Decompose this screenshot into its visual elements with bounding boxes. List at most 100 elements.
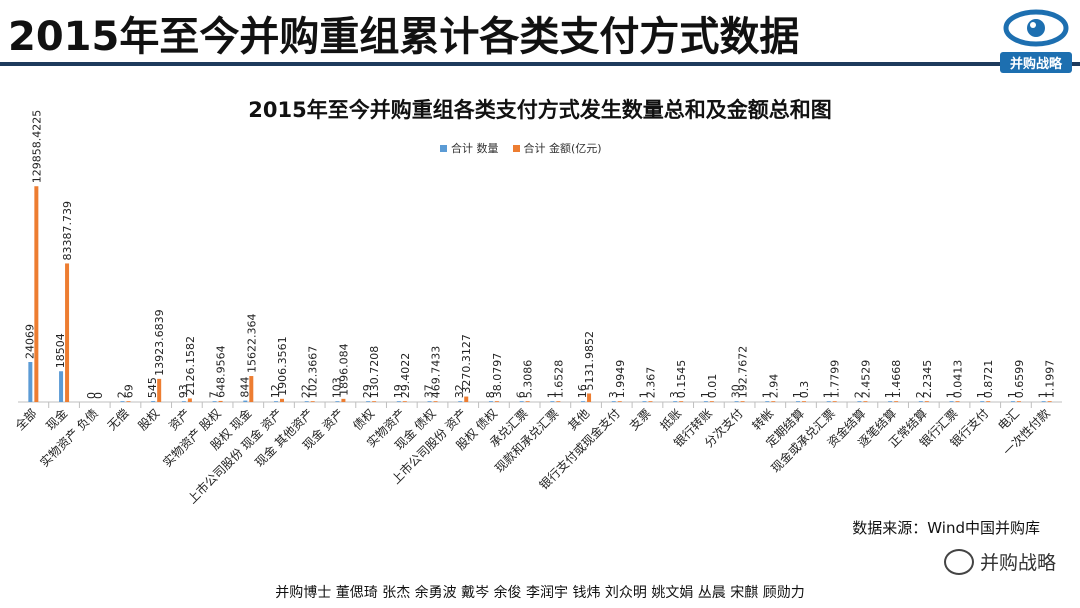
bar-amount xyxy=(924,401,929,402)
data-label-count: 2 xyxy=(852,391,865,398)
bar-count xyxy=(796,401,800,402)
data-label-amount: 38.0797 xyxy=(491,353,504,399)
data-label-amount: 1.6528 xyxy=(552,360,565,399)
data-label-count: 37 xyxy=(423,384,436,398)
data-label-amount: 130.7208 xyxy=(368,346,381,399)
bar-count xyxy=(427,401,432,402)
data-label-count: 6 xyxy=(515,391,528,398)
chart-title: 2015年至今并购重组各类支付方式发生数量总和及金额总和图 xyxy=(248,98,832,122)
data-label-count: 7 xyxy=(208,391,221,398)
data-label-count: 29 xyxy=(361,384,374,398)
bar-count xyxy=(826,401,831,402)
data-label-amount: 2.4529 xyxy=(859,360,872,399)
data-label-count: 3 xyxy=(607,391,620,398)
data-label-amount: 129858.4225 xyxy=(30,110,43,183)
data-label-count: 1 xyxy=(975,391,988,398)
data-label-count: 12 xyxy=(269,384,282,398)
wechat-icon xyxy=(943,548,974,575)
bar-amount xyxy=(341,398,346,402)
bar-amount xyxy=(187,398,192,402)
data-label-count: 32 xyxy=(453,384,466,398)
bar-amount xyxy=(679,401,684,402)
bar-amount xyxy=(587,393,592,402)
data-label-amount: 0.8721 xyxy=(982,360,995,399)
chart-legend: 合计 数量 合计 金额(亿元) xyxy=(440,140,602,156)
bar-count xyxy=(1010,401,1015,402)
data-label-count: 8 xyxy=(484,391,497,398)
bar-amount xyxy=(1047,401,1052,402)
data-source: 数据来源：Wind中国并购库 xyxy=(852,519,1040,537)
data-label-count: 30 xyxy=(730,384,743,398)
bar-amount xyxy=(280,398,284,402)
data-label-count: 19 xyxy=(392,384,405,398)
category-label: 债权 xyxy=(350,406,377,433)
credits: 并购博士 董偲琦 张杰 余勇波 戴岑 余俊 李润宇 钱炜 刘众明 姚文娟 丛晨 … xyxy=(275,585,805,601)
category-label: 股权 xyxy=(135,406,162,433)
bar-count xyxy=(1041,401,1046,402)
bar-amount xyxy=(464,396,469,402)
legend-item-amount: 合计 金额(亿元) xyxy=(512,140,602,156)
category-label: 资产 xyxy=(166,406,193,433)
data-label-amount: 102.3667 xyxy=(307,346,320,399)
data-label-amount: 5.3086 xyxy=(522,360,535,399)
data-label-amount: 0 xyxy=(92,392,105,399)
legend-item-count: 合计 数量 xyxy=(440,140,499,156)
bar-count xyxy=(335,401,340,402)
data-label-count: 103 xyxy=(330,377,343,398)
bar-count xyxy=(888,401,893,402)
data-label-amount: 0.1545 xyxy=(675,360,688,399)
bar-count xyxy=(857,401,862,402)
data-label-count: 844 xyxy=(238,377,251,398)
data-label-count: 1 xyxy=(945,391,958,398)
bar-amount xyxy=(126,401,131,402)
data-label-amount: 648.9564 xyxy=(215,345,228,398)
bar-count xyxy=(59,371,64,402)
data-label-count: 1 xyxy=(699,391,712,398)
category-label: 支票 xyxy=(627,406,654,433)
data-label-count: 1 xyxy=(883,391,896,398)
data-label-amount: 3270.3127 xyxy=(460,334,473,394)
bar-amount xyxy=(402,401,407,402)
bar-count xyxy=(703,401,708,402)
data-label-amount: 469.7433 xyxy=(430,346,443,399)
bar-amount xyxy=(771,401,776,402)
data-label-amount: 0.01 xyxy=(706,374,719,399)
bar-amount xyxy=(249,376,254,402)
bar-count xyxy=(765,401,770,402)
data-label-count: 1 xyxy=(1037,391,1050,398)
data-label-amount: 13923.6839 xyxy=(153,309,166,375)
bar-amount xyxy=(832,401,837,402)
data-label-amount: 1.1997 xyxy=(1044,360,1057,399)
legend-label-amount: 合计 金额(亿元) xyxy=(523,142,602,155)
bar-amount xyxy=(648,401,653,402)
legend-label-count: 合计 数量 xyxy=(451,142,499,155)
category-label: 现金 xyxy=(43,406,71,434)
bar-count xyxy=(120,401,125,402)
data-label-count: 1 xyxy=(822,391,835,398)
category-label: 无偿 xyxy=(104,406,132,434)
legend-swatch-count xyxy=(440,144,447,152)
eye-icon xyxy=(1003,9,1069,47)
category-label: 其他 xyxy=(565,406,592,433)
category-label: 全部 xyxy=(12,406,40,434)
data-label-count: 1 xyxy=(637,391,650,398)
bar-count xyxy=(212,401,217,402)
data-label-count: 1 xyxy=(1006,391,1019,398)
bar-count xyxy=(304,401,309,402)
category-label: 抵账 xyxy=(657,406,684,433)
data-label-amount: 69 xyxy=(122,384,135,398)
bar-count xyxy=(396,401,401,402)
bar-count xyxy=(611,401,616,402)
bar-count xyxy=(673,401,678,402)
category-label: 转帐 xyxy=(749,406,777,434)
data-label-count: 1 xyxy=(760,391,773,398)
bar-count xyxy=(243,400,248,402)
bar-amount xyxy=(494,401,499,402)
data-label-amount: 0.0413 xyxy=(952,360,965,399)
data-label-amount: 1.9949 xyxy=(614,360,627,399)
watermark: 并购战略 xyxy=(943,548,1056,575)
data-label-amount: 2.94 xyxy=(767,374,780,399)
logo: 并购战略 xyxy=(1000,2,1072,74)
page-title: 2015年至今并购重组累计各类支付方式数据 xyxy=(8,14,800,60)
bar-amount xyxy=(433,401,438,402)
